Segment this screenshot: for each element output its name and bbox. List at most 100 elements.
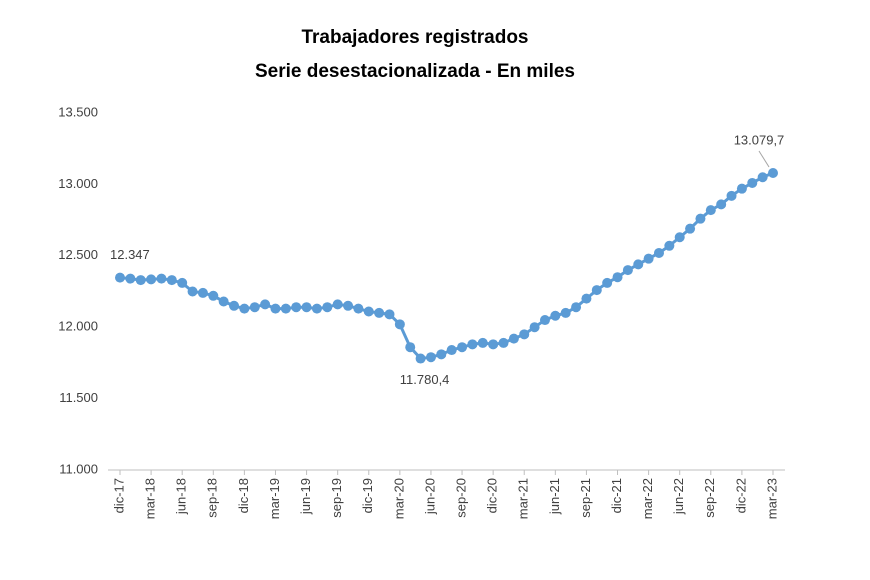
data-point bbox=[685, 223, 696, 234]
x-tick-label: jun-21 bbox=[547, 478, 562, 515]
data-point bbox=[405, 342, 416, 353]
series-line bbox=[119, 171, 774, 361]
data-point bbox=[560, 307, 571, 318]
x-tick-label: jun-18 bbox=[174, 478, 189, 515]
data-point bbox=[674, 232, 685, 243]
data-point bbox=[467, 339, 478, 350]
data-point bbox=[664, 240, 675, 251]
y-tick-label: 13.500 bbox=[58, 104, 98, 119]
data-point bbox=[166, 275, 177, 286]
x-tick-label: jun-19 bbox=[298, 478, 313, 515]
data-point bbox=[229, 300, 240, 311]
data-point bbox=[457, 342, 468, 353]
data-point bbox=[125, 273, 136, 284]
data-point bbox=[622, 265, 633, 276]
data-point bbox=[529, 322, 540, 333]
x-tick-label: dic-18 bbox=[236, 478, 251, 513]
data-point bbox=[508, 333, 519, 344]
x-tick-label: jun-22 bbox=[671, 478, 686, 515]
data-point bbox=[311, 303, 322, 314]
data-point bbox=[498, 337, 509, 348]
data-point bbox=[218, 296, 229, 307]
x-tick-label: mar-22 bbox=[640, 478, 655, 519]
data-point bbox=[747, 177, 758, 188]
data-point bbox=[260, 299, 271, 310]
x-tick-label: mar-20 bbox=[391, 478, 406, 519]
x-tick-label: mar-19 bbox=[267, 478, 282, 519]
data-point bbox=[115, 272, 125, 283]
data-label: 13.079,7 bbox=[734, 132, 785, 147]
data-point bbox=[415, 353, 426, 364]
data-point bbox=[539, 315, 550, 326]
data-point bbox=[446, 345, 457, 356]
data-point bbox=[156, 273, 167, 284]
data-point bbox=[291, 302, 302, 313]
data-point bbox=[612, 272, 623, 283]
data-point bbox=[322, 302, 333, 313]
data-point bbox=[695, 213, 706, 224]
data-point bbox=[757, 172, 768, 183]
data-point bbox=[353, 303, 364, 314]
data-point bbox=[736, 183, 747, 194]
data-point bbox=[332, 299, 343, 310]
data-point bbox=[239, 303, 250, 314]
data-label: 11.780,4 bbox=[400, 372, 450, 387]
y-tick-label: 13.000 bbox=[58, 176, 98, 191]
label-leader bbox=[758, 150, 770, 168]
x-tick-label: sep-18 bbox=[205, 478, 220, 518]
data-point bbox=[280, 303, 291, 314]
data-point bbox=[488, 339, 499, 350]
data-point bbox=[187, 286, 198, 297]
data-point bbox=[726, 190, 737, 201]
data-point bbox=[768, 168, 778, 179]
y-tick-label: 11.000 bbox=[59, 461, 98, 476]
x-tick-label: jun-20 bbox=[422, 478, 437, 515]
x-tick-label: dic-21 bbox=[609, 478, 624, 513]
data-point bbox=[301, 302, 312, 313]
x-tick-label: dic-19 bbox=[360, 478, 375, 513]
data-point bbox=[477, 337, 488, 348]
data-point bbox=[343, 300, 354, 311]
x-tick-label: mar-21 bbox=[516, 478, 531, 519]
data-point bbox=[653, 247, 664, 258]
x-tick-label: sep-20 bbox=[453, 478, 468, 518]
chart-subtitle: Serie desestacionalizada - En miles bbox=[255, 61, 575, 82]
data-point bbox=[643, 253, 654, 264]
x-tick-label: sep-22 bbox=[702, 478, 717, 518]
data-point bbox=[177, 277, 188, 288]
x-tick-label: dic-17 bbox=[111, 478, 126, 513]
data-point bbox=[716, 199, 727, 210]
x-tick-label: mar-18 bbox=[143, 478, 158, 519]
data-point bbox=[519, 329, 530, 340]
data-point bbox=[581, 293, 592, 304]
x-tick-label: dic-20 bbox=[485, 478, 500, 513]
data-point bbox=[425, 352, 436, 363]
data-point bbox=[394, 319, 405, 330]
x-tick-label: dic-22 bbox=[733, 478, 748, 513]
x-tick-label: sep-21 bbox=[578, 478, 593, 518]
y-tick-label: 11.500 bbox=[59, 390, 98, 405]
data-point bbox=[602, 277, 613, 288]
data-point bbox=[208, 290, 219, 301]
data-point bbox=[550, 310, 561, 321]
x-tick-label: mar-23 bbox=[764, 478, 779, 519]
data-point bbox=[591, 285, 602, 296]
y-tick-label: 12.000 bbox=[58, 319, 98, 334]
data-point bbox=[249, 302, 260, 313]
data-point bbox=[436, 349, 447, 360]
data-point bbox=[705, 205, 716, 216]
data-point bbox=[571, 302, 582, 313]
x-tick-label: sep-19 bbox=[329, 478, 344, 518]
data-point bbox=[270, 303, 281, 314]
data-point bbox=[146, 274, 157, 285]
y-tick-label: 12.500 bbox=[58, 247, 98, 262]
data-point bbox=[197, 287, 208, 298]
data-point bbox=[363, 306, 374, 317]
data-label: 12.347 bbox=[110, 247, 150, 262]
chart-title: Trabajadores registrados bbox=[301, 27, 528, 48]
data-point bbox=[374, 307, 385, 318]
data-point bbox=[384, 309, 395, 320]
data-point bbox=[633, 259, 644, 270]
data-point bbox=[135, 275, 146, 286]
